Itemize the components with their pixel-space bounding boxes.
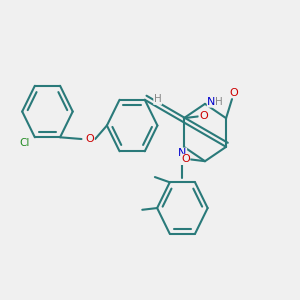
Text: N: N <box>178 148 187 158</box>
Text: O: O <box>199 111 208 122</box>
Text: H: H <box>215 97 223 107</box>
Text: Cl: Cl <box>19 137 30 148</box>
Text: O: O <box>181 154 190 164</box>
Text: N: N <box>207 97 216 107</box>
Text: O: O <box>229 88 238 98</box>
Text: O: O <box>85 134 94 144</box>
Text: H: H <box>154 94 162 104</box>
